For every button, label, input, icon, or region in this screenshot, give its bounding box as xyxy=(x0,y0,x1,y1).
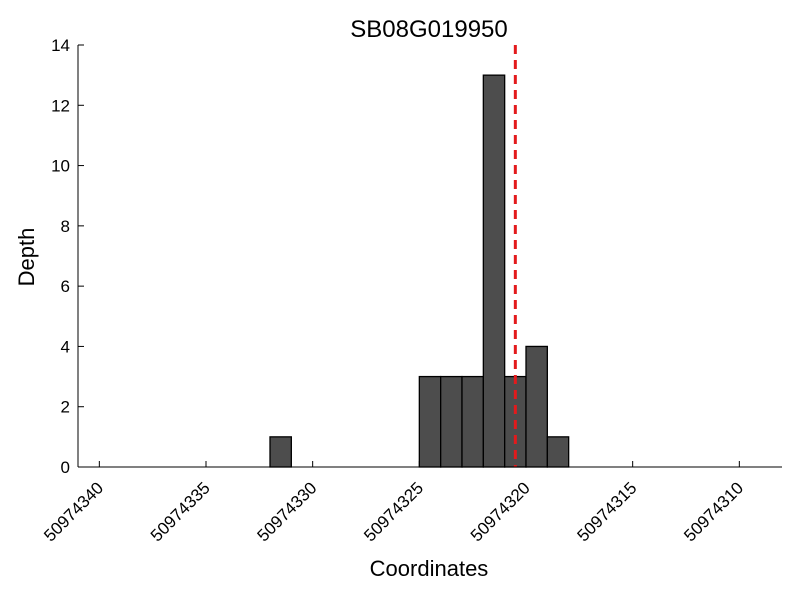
x-tick-label: 50974320 xyxy=(467,478,534,545)
depth-bar xyxy=(461,375,484,468)
chart-title: SB08G019950 xyxy=(350,16,507,43)
x-tick-label: 50974315 xyxy=(574,478,641,545)
x-tick-label: 50974340 xyxy=(40,478,107,545)
x-tick-label: 50974335 xyxy=(147,478,214,545)
y-tick-label: 2 xyxy=(61,398,70,417)
y-tick-label: 4 xyxy=(61,337,70,356)
depth-bar xyxy=(482,74,506,468)
y-tick-label: 0 xyxy=(61,458,70,477)
x-axis-label: Coordinates xyxy=(370,556,489,581)
depth-bar xyxy=(525,345,548,468)
y-axis-ticks: 0 2 4 6 8 10 12 14 xyxy=(51,36,84,477)
depth-bar xyxy=(440,375,463,468)
y-axis-label: Depth xyxy=(14,228,39,287)
bars-group xyxy=(269,74,570,468)
x-tick-label: 50974310 xyxy=(680,478,747,545)
x-tick-label: 50974325 xyxy=(360,478,427,545)
y-tick-label: 6 xyxy=(61,277,70,296)
depth-bar xyxy=(269,436,292,468)
y-tick-label: 8 xyxy=(61,217,70,236)
y-tick-label: 12 xyxy=(51,96,70,115)
x-tick-label: 50974330 xyxy=(254,478,321,545)
depth-bar xyxy=(418,375,442,468)
x-axis-ticks: 50974340 50974335 50974330 50974325 50974320… xyxy=(40,461,747,545)
y-tick-label: 10 xyxy=(51,157,70,176)
y-tick-label: 14 xyxy=(51,36,70,55)
depth-bar xyxy=(546,436,570,468)
